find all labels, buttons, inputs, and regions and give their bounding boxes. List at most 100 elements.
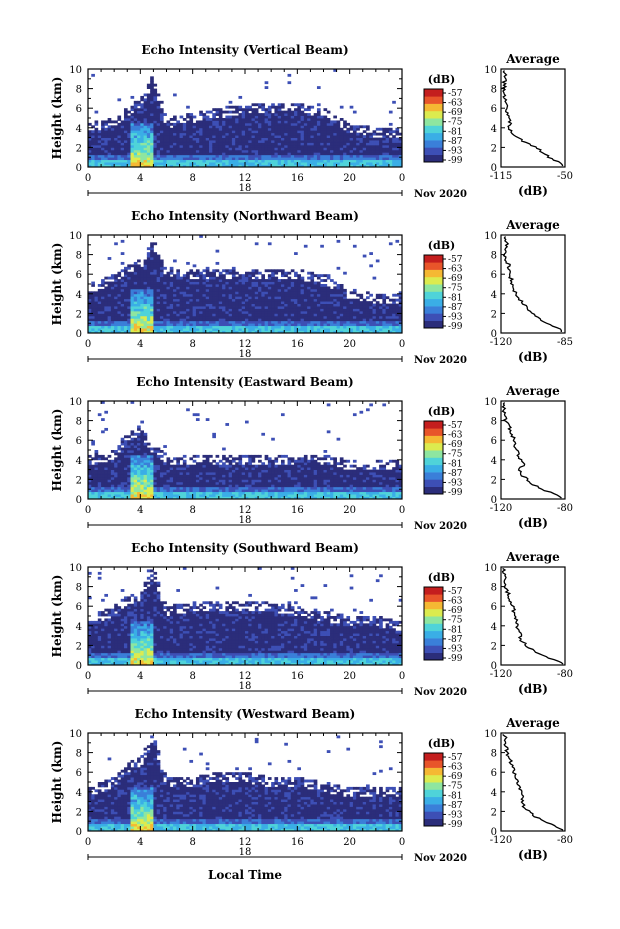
heatmap-cell [189, 328, 194, 331]
heatmap-cell [166, 276, 171, 280]
heatmap-cell [140, 313, 144, 317]
heatmap-cell [251, 120, 256, 124]
heatmap-cell [330, 279, 334, 282]
heatmap-cell [150, 301, 154, 304]
heatmap-cell [356, 159, 360, 163]
heatmap-cell [326, 152, 331, 156]
heatmap-cell [117, 457, 122, 461]
heatmap-cell [114, 452, 118, 456]
heatmap-cell [349, 313, 354, 317]
heatmap-cell [241, 108, 246, 112]
heatmap-cell [166, 137, 171, 141]
heatmap-cell [88, 303, 92, 307]
heatmap-cell [173, 315, 177, 319]
heatmap-cell [264, 152, 269, 156]
heatmap-cell [176, 142, 180, 146]
heatmap-cell [143, 264, 148, 268]
heatmap-cell [130, 127, 135, 131]
heatmap-cell [248, 127, 252, 131]
heatmap-cell [205, 154, 210, 158]
heatmap-cell [127, 325, 131, 329]
heatmap-cell [271, 135, 275, 138]
heatmap-cell [241, 320, 246, 324]
heatmap-cell [245, 132, 249, 136]
heatmap-cell [231, 147, 236, 151]
heatmap-cell [300, 279, 305, 282]
heatmap-cell [382, 157, 387, 161]
heatmap-cell [176, 120, 180, 124]
heatmap-cell [192, 296, 197, 300]
heatmap-cell [261, 288, 266, 292]
heatmap-cell [313, 310, 318, 314]
x-tick-label: 16 [291, 339, 304, 350]
heatmap-cell [189, 308, 194, 312]
heatmap-cell [333, 330, 337, 334]
heatmap-cell [114, 481, 118, 485]
heatmap-cell [143, 162, 148, 165]
heatmap-cell [114, 462, 118, 466]
heatmap-cell [192, 137, 197, 141]
heatmap-cell [395, 310, 400, 314]
heatmap-cell [267, 308, 272, 312]
heatmap-cell [336, 298, 341, 302]
heatmap-cell [133, 293, 138, 297]
heatmap-cell [215, 261, 220, 265]
heatmap-cell [395, 137, 400, 141]
heatmap-cell [153, 88, 158, 92]
heatmap-cell [339, 291, 344, 295]
heatmap-cell [388, 318, 393, 322]
heatmap-cell [114, 276, 118, 280]
heatmap-cell [277, 142, 282, 146]
heatmap-cell [238, 284, 243, 287]
heatmap-cell [110, 459, 115, 463]
heatmap-cell [316, 308, 321, 312]
heatmap-cell [209, 288, 213, 292]
heatmap-cell [280, 103, 285, 107]
heatmap-cell [110, 159, 115, 163]
heatmap-cell [146, 325, 151, 329]
heatmap-cell [88, 479, 92, 483]
heatmap-cell [117, 476, 122, 480]
heatmap-cell [140, 132, 144, 136]
heatmap-cell [120, 162, 125, 165]
heatmap-cell [137, 154, 141, 158]
heatmap-cell [156, 135, 161, 138]
heatmap-cell [310, 130, 315, 134]
heatmap-cell [290, 132, 295, 136]
heatmap-cell [146, 459, 151, 463]
heatmap-cell [274, 291, 279, 295]
heatmap-cell [215, 110, 220, 114]
heatmap-cell [238, 281, 243, 285]
heatmap-cell [143, 306, 148, 309]
heatmap-cell [94, 457, 99, 461]
heatmap-cell [127, 445, 131, 448]
heatmap-cell [120, 276, 125, 280]
heatmap-cell [150, 142, 154, 146]
heatmap-cell [189, 323, 194, 327]
heatmap-cell [294, 122, 298, 126]
heatmap-cell [284, 310, 288, 314]
heatmap-cell [326, 291, 331, 295]
heatmap-cell [140, 481, 144, 485]
heatmap-cell [238, 115, 243, 119]
heatmap-cell [209, 325, 213, 329]
heatmap-cell [388, 144, 393, 148]
heatmap-cell [261, 330, 266, 334]
heatmap-cell [159, 315, 164, 319]
heatmap-cell [300, 118, 305, 121]
heatmap-cell [231, 110, 236, 114]
heatmap-cell [228, 132, 233, 136]
heatmap-cell [218, 159, 223, 163]
heatmap-cell [352, 130, 357, 134]
heatmap-cell [222, 144, 226, 148]
heatmap-cell [228, 154, 233, 158]
heatmap-cell [300, 313, 305, 317]
heatmap-cell [130, 293, 135, 297]
heatmap-cell [395, 239, 400, 243]
heatmap-cell [186, 274, 190, 278]
heatmap-cell [290, 159, 295, 163]
heatmap-cell [123, 149, 128, 153]
heatmap-cell [202, 291, 207, 295]
heatmap-cell [140, 435, 144, 439]
heatmap-cell [101, 288, 105, 292]
